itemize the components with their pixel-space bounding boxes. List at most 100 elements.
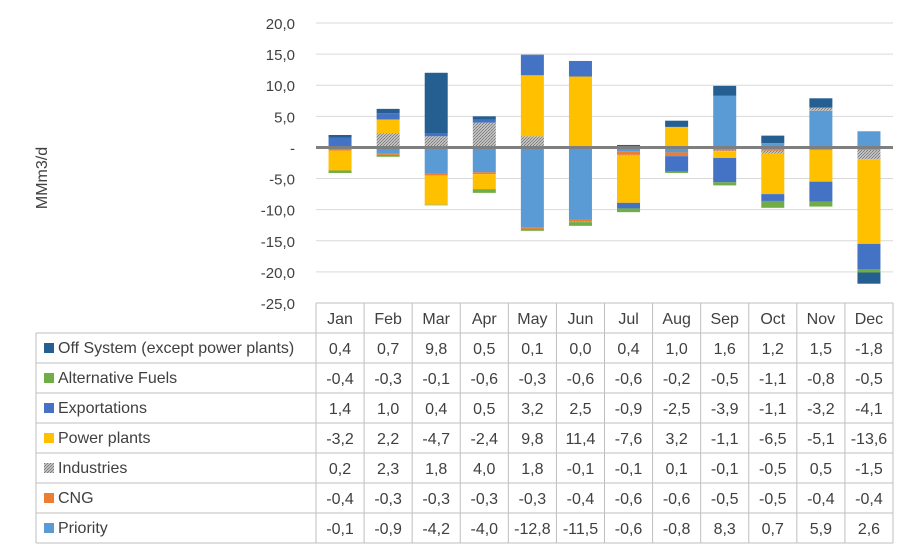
legend-swatch-alternative-fuels	[44, 373, 54, 383]
y-axis-label: MMm3/d	[34, 147, 51, 209]
bar-exportations-aug	[665, 156, 689, 172]
bar-off-system-except-power-plants-apr	[472, 116, 496, 120]
data-label: -7,6	[615, 431, 643, 448]
x-category-label: Feb	[374, 311, 402, 328]
bar-industries-may	[520, 136, 544, 148]
y-tick-label: -15,0	[261, 234, 295, 251]
bar-off-system-except-power-plants-nov	[809, 98, 833, 108]
data-label: -1,5	[855, 461, 883, 478]
x-category-label: Sep	[710, 311, 739, 328]
y-tick-label: -20,0	[261, 265, 295, 282]
data-label: -0,4	[326, 491, 354, 508]
data-label: 11,4	[565, 431, 595, 448]
bar-alternative-fuels-mar	[424, 204, 448, 206]
x-category-label: Aug	[662, 311, 690, 328]
bar-off-system-except-power-plants-dec	[857, 272, 881, 284]
y-axis-ticks: 20,0 15,0 10,0 5,0 - -5,0 -10,0 -15,0 -20,0 -25,0	[261, 16, 295, 313]
data-label: 1,5	[810, 341, 832, 358]
data-label: 0,4	[425, 401, 447, 418]
bar-exportations-jun	[568, 60, 592, 77]
bar-exportations-apr	[472, 119, 496, 123]
data-label: -0,4	[855, 491, 883, 508]
bar-power-plants-aug	[665, 126, 689, 147]
bar-power-plants-jun	[568, 76, 592, 148]
data-label: 1,6	[714, 341, 736, 358]
data-label: -0,4	[326, 371, 354, 388]
data-label: 3,2	[666, 431, 688, 448]
data-label: 4,0	[473, 461, 495, 478]
bar-alternative-fuels-jun	[568, 222, 592, 226]
y-tick-label: 15,0	[266, 47, 295, 64]
bar-industries-nov	[809, 107, 833, 111]
data-label: -4,1	[855, 401, 883, 418]
data-label: -0,8	[663, 521, 691, 538]
bar-alternative-fuels-oct	[761, 200, 785, 208]
bar-priority-feb	[376, 147, 400, 154]
legend-label-cng: CNG	[58, 490, 94, 507]
data-label: -0,1	[422, 371, 450, 388]
legend-swatch-exportations	[44, 403, 54, 413]
bar-off-system-except-power-plants-mar	[424, 72, 448, 134]
bar-cng-jun	[568, 219, 592, 222]
bar-industries-feb	[376, 133, 400, 148]
data-label: -3,2	[326, 431, 354, 448]
bar-priority-jun	[568, 147, 592, 219]
data-label: -0,9	[615, 401, 643, 418]
bar-off-system-except-power-plants-aug	[665, 120, 689, 127]
data-label: -0,3	[374, 371, 402, 388]
bar-priority-apr	[472, 147, 496, 173]
y-tick-label: -	[290, 140, 295, 157]
data-label: -0,5	[855, 371, 883, 388]
legend-swatch-off-system-except-power-plants	[44, 343, 54, 353]
data-label: -0,6	[567, 371, 595, 388]
data-label: 0,2	[329, 461, 351, 478]
bar-exportations-jul	[617, 202, 641, 209]
bar-industries-sep	[713, 150, 737, 152]
bar-exportations-nov	[809, 181, 833, 202]
data-label: -0,4	[567, 491, 595, 508]
bar-cng-oct	[761, 147, 785, 151]
bar-alternative-fuels-feb	[376, 154, 400, 157]
data-label: 2,5	[569, 401, 591, 418]
bar-industries-oct	[761, 150, 785, 154]
data-label: 9,8	[425, 341, 447, 358]
data-label: -0,3	[519, 371, 547, 388]
data-label: -6,5	[759, 431, 787, 448]
data-label: 5,9	[810, 521, 832, 538]
bar-alternative-fuels-dec	[857, 269, 881, 273]
bar-power-plants-nov	[809, 149, 833, 182]
data-label: -3,9	[711, 401, 739, 418]
data-label: -0,3	[422, 491, 450, 508]
data-label: -0,4	[807, 491, 835, 508]
data-label: -0,1	[711, 461, 739, 478]
data-label: -13,6	[851, 431, 888, 448]
x-category-label: Mar	[422, 311, 450, 328]
bar-power-plants-sep	[713, 151, 737, 159]
legend-swatch-cng	[44, 493, 54, 503]
bar-exportations-sep	[713, 158, 737, 183]
bar-alternative-fuels-jan	[328, 170, 352, 173]
data-label: 1,8	[425, 461, 447, 478]
bar-priority-jul	[617, 147, 641, 152]
bar-power-plants-feb	[376, 119, 400, 134]
data-label: -0,3	[374, 491, 402, 508]
bar-power-plants-jan	[328, 150, 352, 171]
bar-exportations-dec	[857, 243, 881, 270]
y-tick-label: 5,0	[274, 109, 295, 126]
y-tick-label: -10,0	[261, 203, 295, 220]
data-label: -0,1	[567, 461, 595, 478]
bar-alternative-fuels-may	[520, 228, 544, 231]
bar-industries-apr	[472, 122, 496, 148]
legend-label-priority: Priority	[58, 520, 108, 537]
bar-cng-mar	[424, 173, 448, 176]
data-label: -2,5	[663, 401, 691, 418]
bar-cng-feb	[376, 153, 400, 155]
bar-industries-mar	[424, 136, 448, 148]
bar-cng-aug	[665, 152, 689, 157]
legend-label-industries: Industries	[58, 460, 127, 477]
bar-priority-mar	[424, 147, 448, 174]
data-label: -4,7	[422, 431, 450, 448]
bar-exportations-jan	[328, 137, 352, 147]
